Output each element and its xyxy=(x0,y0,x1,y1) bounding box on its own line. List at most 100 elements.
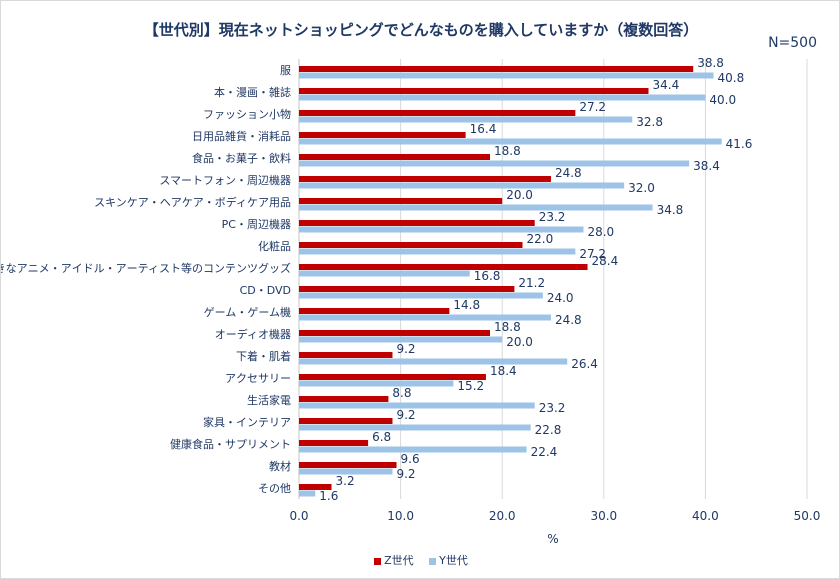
data-label: 32.0 xyxy=(628,181,655,195)
data-label: 40.0 xyxy=(709,93,736,107)
data-label: 38.8 xyxy=(697,56,724,70)
data-label: 28.4 xyxy=(592,254,619,268)
data-label: 28.0 xyxy=(587,225,614,239)
data-label: 18.8 xyxy=(494,320,521,334)
bar-z xyxy=(299,66,694,72)
data-label: 40.8 xyxy=(718,71,745,85)
bar-z xyxy=(299,440,369,446)
data-label: 9.2 xyxy=(396,342,415,356)
x-tick-label: 50.0 xyxy=(794,509,821,523)
legend-swatch xyxy=(429,557,437,565)
data-label: 20.0 xyxy=(506,335,533,349)
category-label: ファッション小物 xyxy=(203,107,291,121)
category-label: 食品・お菓子・飲料 xyxy=(192,151,291,165)
category-label: スキンケア・ヘアケア・ボディケア用品 xyxy=(94,195,291,209)
data-label: 1.6 xyxy=(319,489,338,503)
data-label: 9.2 xyxy=(396,467,415,481)
bar-z xyxy=(299,484,332,490)
bar-z xyxy=(299,176,551,182)
x-tick-label: 30.0 xyxy=(590,509,617,523)
bar-y xyxy=(299,314,551,321)
category-label: スマートフォン・周辺機器 xyxy=(159,173,291,187)
bar-z xyxy=(299,198,503,204)
category-label: 家具・インテリア xyxy=(203,415,291,429)
bar-y xyxy=(299,424,531,431)
bar-y xyxy=(299,446,527,453)
bar-y xyxy=(299,292,543,299)
category-label: CD・DVD xyxy=(240,284,291,297)
bar-y xyxy=(299,402,535,409)
category-label: 化粧品 xyxy=(258,239,291,253)
bar-z xyxy=(299,308,450,314)
data-label: 18.8 xyxy=(494,144,521,158)
bar-z xyxy=(299,154,491,160)
x-tick-label: 40.0 xyxy=(692,509,719,523)
data-label: 22.4 xyxy=(531,445,558,459)
legend: Z世代 Y世代 xyxy=(1,552,839,568)
bar-y xyxy=(299,72,714,79)
data-label: 14.8 xyxy=(453,298,480,312)
data-label: 23.2 xyxy=(539,210,566,224)
bar-y xyxy=(299,468,393,475)
bar-z xyxy=(299,418,393,424)
legend-item-z: Z世代 xyxy=(374,552,414,568)
category-label: オーディオ機器 xyxy=(215,327,291,341)
data-label: 22.0 xyxy=(527,232,554,246)
data-label: 21.2 xyxy=(518,276,545,290)
category-label: 好きなアニメ・アイドル・アーティスト等のコンテンツグッズ xyxy=(1,261,291,275)
data-label: 32.8 xyxy=(636,115,663,129)
data-label: 3.2 xyxy=(336,474,355,488)
x-tick-label: 20.0 xyxy=(489,509,516,523)
bar-y xyxy=(299,270,470,277)
data-label: 26.4 xyxy=(571,357,598,371)
data-label: 6.8 xyxy=(372,430,391,444)
data-label: 27.2 xyxy=(579,247,606,261)
bar-y xyxy=(299,116,633,123)
legend-swatch xyxy=(374,557,382,565)
legend-item-y: Y世代 xyxy=(429,552,468,568)
bar-y xyxy=(299,380,454,387)
bar-y xyxy=(299,336,503,343)
bar-y xyxy=(299,94,706,101)
category-label: ゲーム・ゲーム機 xyxy=(204,305,291,319)
bar-z xyxy=(299,286,515,292)
category-label: アクセサリー xyxy=(225,372,291,385)
data-label: 9.2 xyxy=(396,408,415,422)
data-label: 24.0 xyxy=(547,291,574,305)
bar-z xyxy=(299,110,576,116)
category-label: その他 xyxy=(258,482,291,495)
data-label: 18.4 xyxy=(490,364,517,378)
category-label: 下着・肌着 xyxy=(236,349,291,363)
legend-label: Z世代 xyxy=(384,554,414,567)
category-label: 日用品雑貨・消耗品 xyxy=(192,129,291,143)
data-label: 34.4 xyxy=(653,78,680,92)
bar-y xyxy=(299,204,653,211)
x-tick-label: 0.0 xyxy=(289,509,308,523)
bar-z xyxy=(299,330,491,336)
category-label: 本・漫画・雑誌 xyxy=(214,85,291,99)
legend-label: Y世代 xyxy=(439,554,468,567)
data-label: 27.2 xyxy=(579,100,606,114)
data-label: 34.8 xyxy=(657,203,684,217)
data-label: 20.0 xyxy=(506,188,533,202)
bar-y xyxy=(299,490,316,497)
data-label: 9.6 xyxy=(401,452,420,466)
bar-z xyxy=(299,374,486,380)
data-label: 24.8 xyxy=(555,166,582,180)
category-label: 教材 xyxy=(269,459,291,473)
bar-y xyxy=(299,226,584,233)
data-label: 38.4 xyxy=(693,159,720,173)
bar-y xyxy=(299,182,625,189)
category-label: 健康食品・サプリメント xyxy=(170,437,291,451)
data-label: 15.2 xyxy=(457,379,484,393)
bar-y xyxy=(299,248,576,255)
sample-size: N=500 xyxy=(768,35,817,51)
data-label: 23.2 xyxy=(539,401,566,415)
bar-z xyxy=(299,352,393,358)
bar-z xyxy=(299,88,649,94)
data-label: 16.8 xyxy=(474,269,501,283)
bar-z xyxy=(299,242,523,248)
bar-z xyxy=(299,132,466,138)
